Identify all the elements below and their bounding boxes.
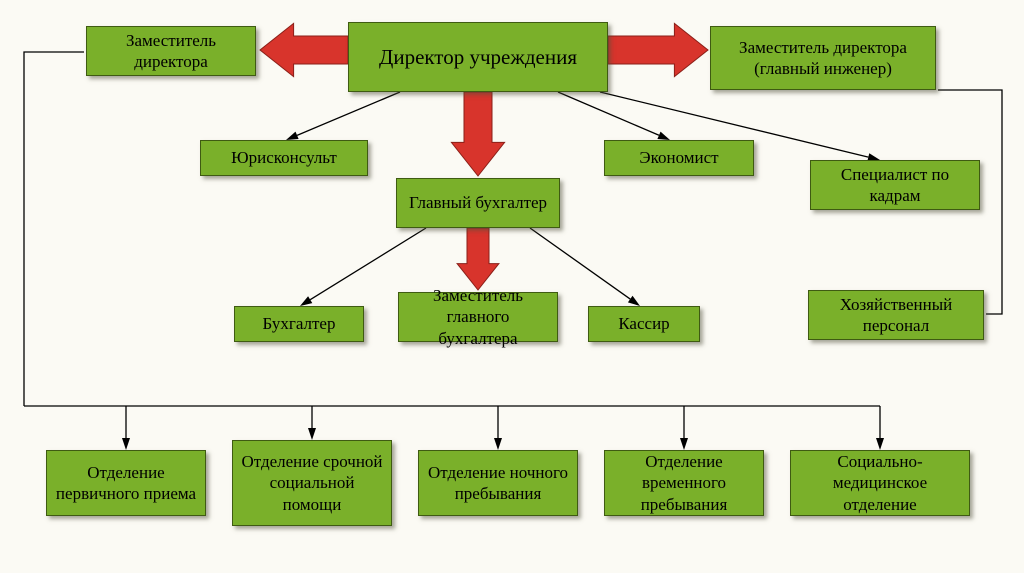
line-deputy1-bus — [24, 52, 84, 406]
node-label: Заместитель главного бухгалтера — [407, 285, 549, 349]
black-arrow-head — [628, 296, 640, 306]
node-label: Экономист — [639, 147, 718, 168]
node-chief_acc: Главный бухгалтер — [396, 178, 560, 228]
node-dept5: Социально-медицинское отделение — [790, 450, 970, 516]
black-arrow-head — [286, 132, 299, 140]
black-arrow — [297, 92, 400, 135]
black-arrow-head — [680, 438, 688, 450]
node-label: Кассир — [618, 313, 669, 334]
red-arrow-to-dep-acc — [457, 228, 499, 290]
node-label: Отделение первичного приема — [55, 462, 197, 505]
red-arrow-to-deputy2 — [608, 23, 708, 76]
node-director: Директор учреждения — [348, 22, 608, 92]
black-arrow-head — [657, 132, 670, 140]
node-hr: Специалист по кадрам — [810, 160, 980, 210]
black-arrow — [558, 92, 659, 135]
node-deputy2: Заместитель директора (главный инженер) — [710, 26, 936, 90]
node-legal: Юрисконсульт — [200, 140, 368, 176]
black-arrow-head — [300, 296, 312, 306]
node-dept1: Отделение первичного приема — [46, 450, 206, 516]
node-label: Отделение срочной социальной помощи — [241, 451, 383, 515]
node-household: Хозяйственный персонал — [808, 290, 984, 340]
node-accountant: Бухгалтер — [234, 306, 364, 342]
node-label: Заместитель директора — [95, 30, 247, 73]
black-arrow-head — [122, 438, 130, 450]
node-label: Отделение временного пребывания — [613, 451, 755, 515]
node-label: Хозяйственный персонал — [817, 294, 975, 337]
red-arrow-to-chief — [451, 92, 504, 176]
node-label: Юрисконсульт — [231, 147, 337, 168]
node-cashier: Кассир — [588, 306, 700, 342]
node-label: Социально-медицинское отделение — [799, 451, 961, 515]
black-arrow-head — [876, 438, 884, 450]
node-label: Главный бухгалтер — [409, 192, 547, 213]
black-arrow-head — [308, 428, 316, 440]
black-arrow-head — [494, 438, 502, 450]
node-dep_acc: Заместитель главного бухгалтера — [398, 292, 558, 342]
node-dept4: Отделение временного пребывания — [604, 450, 764, 516]
node-economist: Экономист — [604, 140, 754, 176]
node-label: Директор учреждения — [379, 44, 577, 70]
node-deputy1: Заместитель директора — [86, 26, 256, 76]
node-label: Специалист по кадрам — [819, 164, 971, 207]
node-label: Заместитель директора (главный инженер) — [719, 37, 927, 80]
node-label: Бухгалтер — [263, 313, 336, 334]
node-dept2: Отделение срочной социальной помощи — [232, 440, 392, 526]
node-label: Отделение ночного пребывания — [427, 462, 569, 505]
red-arrow-to-deputy1 — [260, 23, 348, 76]
node-dept3: Отделение ночного пребывания — [418, 450, 578, 516]
